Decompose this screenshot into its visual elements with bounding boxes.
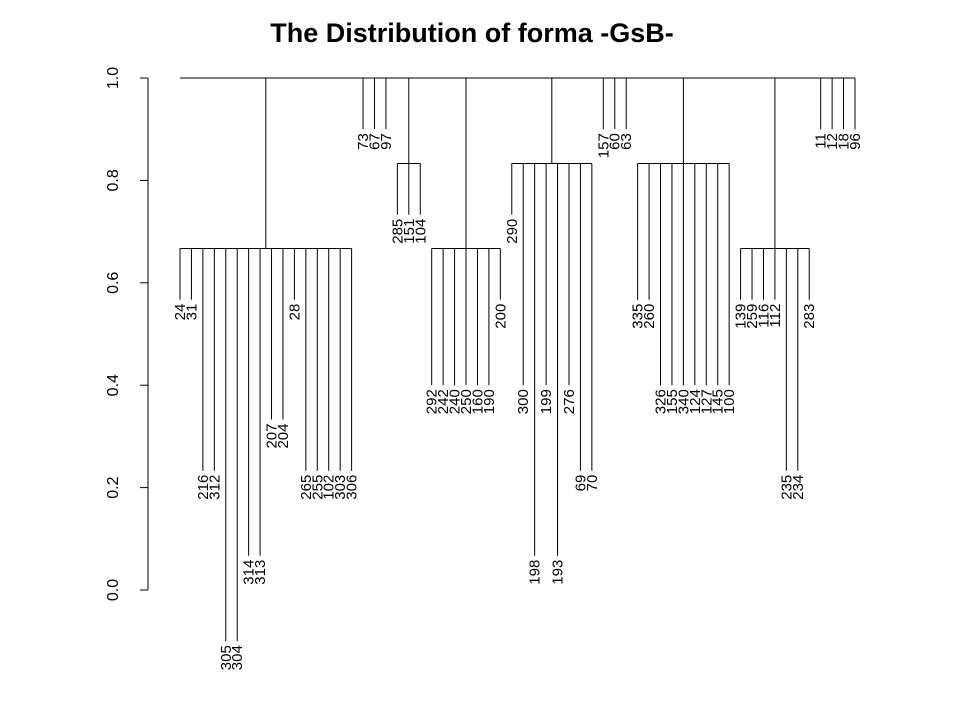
leaf-label: 240: [447, 389, 464, 414]
leaf-label: 151: [401, 219, 418, 244]
leaf-label: 283: [801, 304, 818, 329]
leaf-label: 198: [527, 560, 544, 585]
leaf-label: 305: [218, 645, 235, 670]
leaf-label: 200: [492, 304, 509, 329]
leaf-label: 304: [229, 645, 246, 670]
leaf-label: 139: [733, 304, 750, 329]
leaf-label: 312: [206, 475, 223, 500]
leaf-label: 31: [183, 304, 200, 321]
leaf-label: 290: [504, 219, 521, 244]
leaf-label: 326: [653, 389, 670, 414]
leaf-label: 190: [481, 389, 498, 414]
leaf-label: 242: [435, 389, 452, 414]
y-tick-label: 0.4: [105, 374, 122, 396]
leaf-label: 235: [778, 475, 795, 500]
leaf-label: 335: [630, 304, 647, 329]
leaf-label: 112: [767, 304, 784, 328]
leaf-label: 67: [366, 133, 383, 150]
leaf-label: 28: [286, 304, 303, 321]
leaf-label: 63: [618, 133, 635, 150]
leaf-label: 127: [698, 389, 715, 414]
leaf-label: 303: [332, 475, 349, 500]
leaf-label: 292: [424, 389, 441, 414]
leaf-label: 24: [172, 304, 189, 321]
leaf-label: 255: [309, 475, 326, 500]
leaf-label: 265: [298, 475, 315, 500]
leaf-label: 314: [241, 560, 258, 585]
leaf-label: 285: [389, 219, 406, 244]
y-tick-label: 0.8: [105, 169, 122, 191]
leaf-label: 18: [836, 133, 853, 150]
leaf-label: 73: [355, 133, 372, 150]
leaf-label: 100: [721, 389, 738, 414]
leaf-label: 306: [344, 475, 361, 500]
leaf-label: 102: [321, 475, 338, 500]
leaf-label: 145: [710, 389, 727, 414]
y-tick-label: 0.0: [105, 579, 122, 601]
leaf-label: 69: [572, 475, 589, 492]
leaf-label: 193: [550, 560, 567, 585]
y-tick-label: 1.0: [105, 67, 122, 89]
leaf-label: 300: [515, 389, 532, 414]
leaf-label: 276: [561, 389, 578, 414]
leaf-label: 11: [813, 133, 830, 149]
leaf-label: 70: [584, 475, 601, 492]
y-tick-label: 0.2: [105, 476, 122, 498]
leaf-label: 96: [847, 133, 864, 150]
leaf-label: 207: [264, 424, 281, 449]
leaf-label: 116: [755, 304, 772, 328]
chart-title: The Distribution of forma -GsB-: [270, 18, 673, 48]
leaf-label: 97: [378, 133, 395, 150]
leaf-label: 260: [641, 304, 658, 329]
leaf-label: 250: [458, 389, 475, 414]
leaf-label: 199: [538, 389, 555, 414]
leaf-label: 216: [195, 475, 212, 500]
leaf-label: 204: [275, 424, 292, 449]
y-tick-label: 0.6: [105, 272, 122, 294]
leaf-label: 313: [252, 560, 269, 585]
leaf-label: 259: [744, 304, 761, 329]
leaf-label: 340: [675, 389, 692, 414]
leaf-label: 104: [412, 219, 429, 244]
leaf-label: 157: [595, 133, 612, 158]
leaf-label: 124: [687, 389, 704, 414]
leaf-label: 60: [607, 133, 624, 150]
leaf-label: 234: [790, 475, 807, 500]
leaf-label: 155: [664, 389, 681, 414]
leaf-label: 160: [469, 389, 486, 414]
leaf-label: 12: [824, 133, 841, 150]
